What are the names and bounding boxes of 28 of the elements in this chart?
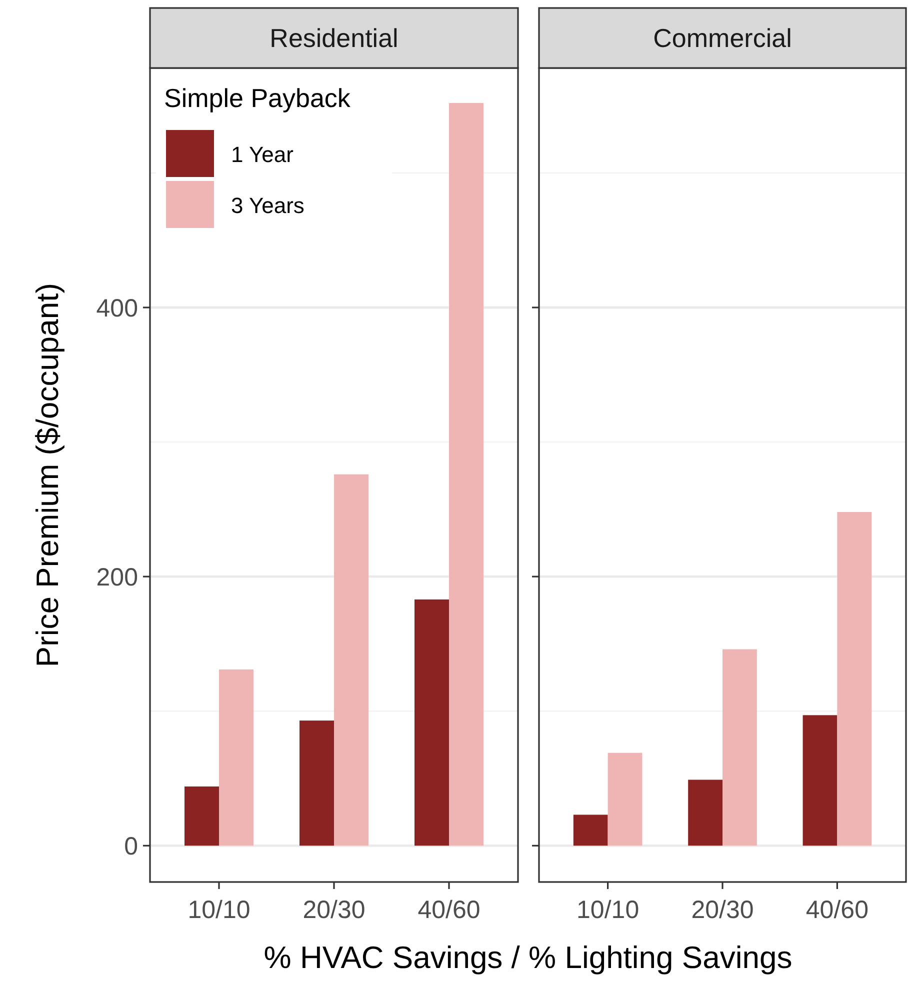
x-tick-label: 10/10 [188, 896, 250, 924]
bar [184, 786, 219, 846]
bar [837, 512, 872, 846]
y-tick-label: 200 [96, 564, 138, 592]
bar [449, 102, 484, 846]
legend-title: Simple Payback [164, 83, 352, 113]
bar [573, 814, 608, 846]
y-tick-label: 0 [124, 832, 138, 861]
x-tick-label: 20/30 [302, 896, 366, 924]
y-tick-label: 400 [96, 294, 138, 322]
x-axis-title: % HVAC Savings / % Lighting Savings [264, 940, 792, 975]
bar [608, 752, 642, 846]
bar [688, 780, 722, 846]
legend-label: 1 Year [231, 142, 294, 167]
x-tick-label: 40/60 [418, 896, 480, 924]
x-tick-label: 10/10 [576, 896, 640, 924]
y-axis-title: Price Premium ($/occupant) [30, 282, 65, 668]
bar [219, 669, 254, 846]
bar [414, 599, 449, 846]
x-tick-label: 20/30 [691, 896, 754, 924]
chart-title: Residential [270, 23, 398, 53]
bar [334, 474, 368, 846]
chart-title: Commercial [653, 23, 792, 53]
bar [300, 720, 334, 846]
legend-label: 3 Years [231, 193, 304, 218]
bar [802, 715, 838, 846]
bar [722, 649, 757, 846]
x-tick-label: 40/60 [806, 896, 868, 924]
